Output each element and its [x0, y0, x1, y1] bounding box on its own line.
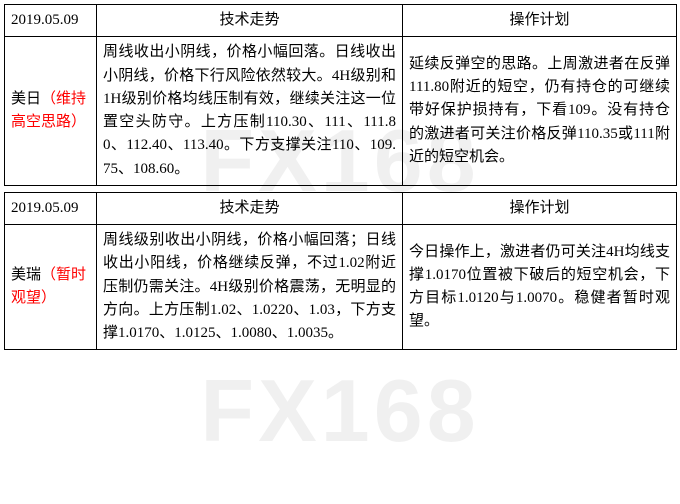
- header-row: 2019.05.09 技术走势 操作计划: [5, 5, 677, 37]
- pair-name: 美日: [11, 91, 41, 107]
- pair-cell: 美日（维持高空思路）: [5, 37, 97, 186]
- date-cell: 2019.05.09: [5, 192, 97, 224]
- plan-cell: 延续反弹空的思路。上周激进者在反弹111.80附近的短空，仍有持仓的可继续带好保…: [403, 37, 677, 186]
- col-header-tech: 技术走势: [97, 5, 403, 37]
- body-row: 美瑞（暂时观望） 周线级别收出小阴线，价格小幅回落；日线收出小阳线，价格继续反弹…: [5, 225, 677, 350]
- col-header-plan: 操作计划: [403, 192, 677, 224]
- body-row: 美日（维持高空思路） 周线收出小阴线，价格小幅回落。日线收出小阴线，价格下行风险…: [5, 37, 677, 186]
- analysis-table-2: 2019.05.09 技术走势 操作计划 美瑞（暂时观望） 周线级别收出小阴线，…: [4, 192, 677, 351]
- col-header-tech: 技术走势: [97, 192, 403, 224]
- tech-cell: 周线级别收出小阴线，价格小幅回落；日线收出小阳线，价格继续反弹，不过1.02附近…: [97, 225, 403, 350]
- header-row: 2019.05.09 技术走势 操作计划: [5, 192, 677, 224]
- pair-name: 美瑞: [11, 267, 41, 283]
- tech-cell: 周线收出小阴线，价格小幅回落。日线收出小阴线，价格下行风险依然较大。4H级别和1…: [97, 37, 403, 186]
- date-cell: 2019.05.09: [5, 5, 97, 37]
- pair-cell: 美瑞（暂时观望）: [5, 225, 97, 350]
- col-header-plan: 操作计划: [403, 5, 677, 37]
- watermark-2: FX168: [0, 360, 680, 462]
- plan-cell: 今日操作上，激进者仍可关注4H均线支撑1.0170位置被下破后的短空机会，下方目…: [403, 225, 677, 350]
- analysis-table-1: 2019.05.09 技术走势 操作计划 美日（维持高空思路） 周线收出小阴线，…: [4, 4, 677, 186]
